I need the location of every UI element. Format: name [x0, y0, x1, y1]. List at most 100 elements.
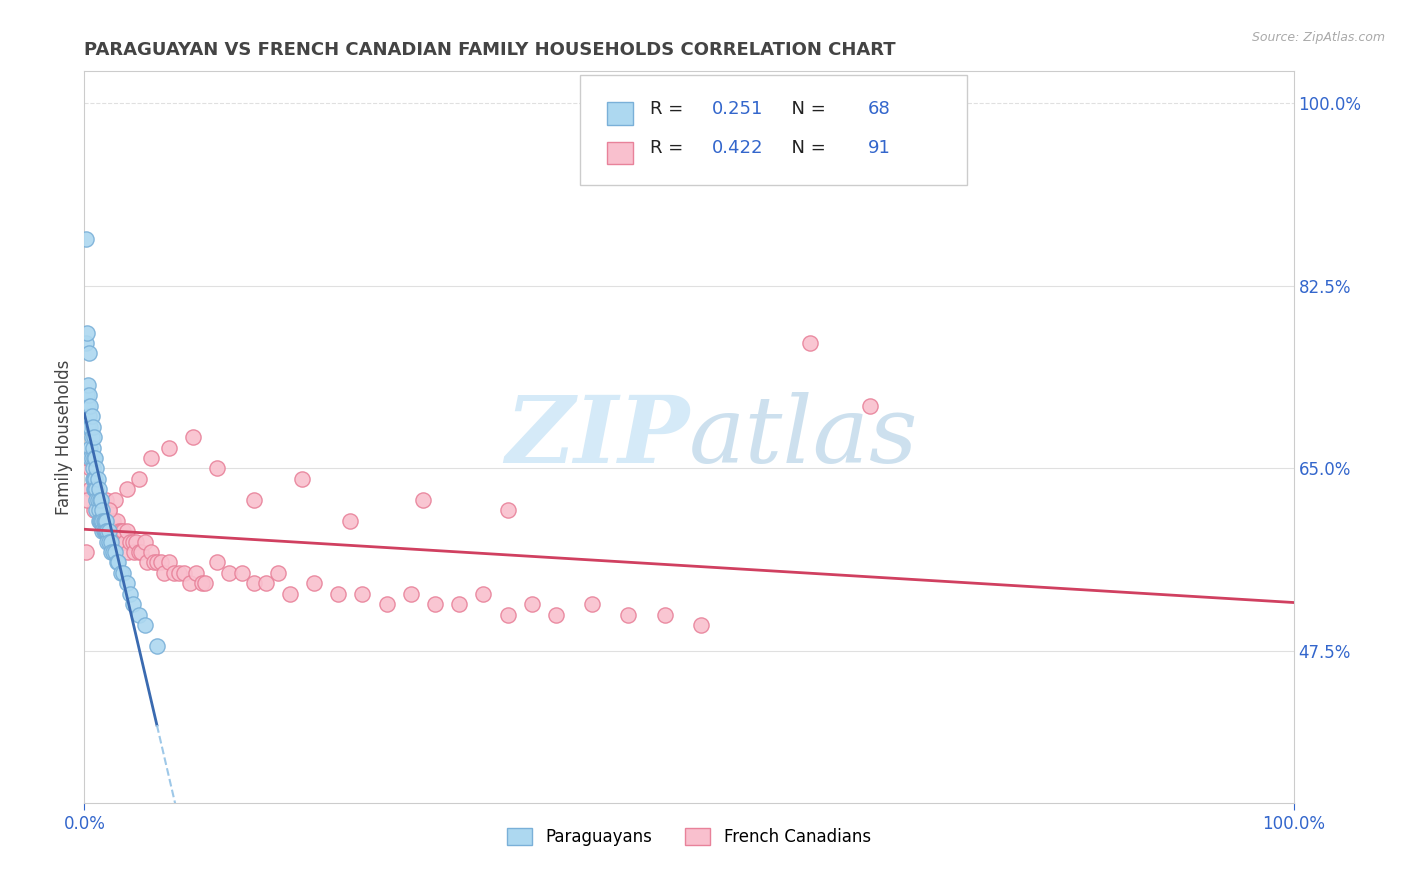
- Point: [184, 566, 207, 580]
- Point: [122, 545, 145, 559]
- Point: [496, 607, 519, 622]
- Point: [107, 556, 129, 570]
- Point: [84, 483, 107, 497]
- Point: [83, 450, 105, 465]
- Point: [496, 503, 519, 517]
- Point: [163, 566, 186, 580]
- Point: [89, 492, 111, 507]
- Point: [120, 587, 142, 601]
- Point: [87, 492, 110, 507]
- Point: [134, 534, 156, 549]
- Point: [82, 461, 104, 475]
- Point: [75, 545, 97, 559]
- Point: [76, 388, 98, 402]
- Point: [149, 556, 172, 570]
- Point: [91, 514, 114, 528]
- Point: [278, 587, 301, 601]
- Point: [254, 576, 277, 591]
- Point: [87, 503, 110, 517]
- Point: [112, 524, 135, 538]
- Point: [79, 461, 101, 475]
- Point: [96, 524, 118, 538]
- Point: [472, 587, 495, 601]
- Point: [352, 587, 374, 601]
- Point: [104, 524, 127, 538]
- Point: [96, 534, 118, 549]
- Point: [97, 524, 120, 538]
- Point: [399, 587, 422, 601]
- Point: [231, 566, 253, 580]
- Text: 0.251: 0.251: [711, 100, 763, 118]
- Point: [129, 545, 152, 559]
- Legend: Paraguayans, French Canadians: Paraguayans, French Canadians: [501, 822, 877, 853]
- Point: [104, 545, 127, 559]
- Point: [94, 524, 117, 538]
- Point: [110, 566, 132, 580]
- Point: [654, 607, 676, 622]
- Point: [89, 514, 111, 528]
- Point: [520, 597, 543, 611]
- Point: [83, 472, 105, 486]
- Point: [134, 618, 156, 632]
- Point: [77, 409, 100, 424]
- Point: [100, 534, 122, 549]
- Point: [128, 472, 150, 486]
- Text: 68: 68: [868, 100, 890, 118]
- Point: [83, 483, 105, 497]
- Text: N =: N =: [780, 100, 831, 118]
- Point: [581, 597, 603, 611]
- Point: [167, 566, 190, 580]
- Point: [173, 566, 195, 580]
- Point: [91, 503, 114, 517]
- Point: [690, 618, 713, 632]
- Point: [110, 524, 132, 538]
- Point: [100, 514, 122, 528]
- Point: [80, 450, 103, 465]
- Text: atlas: atlas: [689, 392, 918, 482]
- Point: [112, 566, 135, 580]
- Point: [859, 399, 882, 413]
- Point: [544, 607, 567, 622]
- Point: [111, 534, 134, 549]
- Point: [83, 430, 105, 444]
- Point: [128, 607, 150, 622]
- Point: [153, 566, 176, 580]
- Point: [107, 534, 129, 549]
- Point: [100, 545, 122, 559]
- Point: [181, 430, 204, 444]
- Text: PARAGUAYAN VS FRENCH CANADIAN FAMILY HOUSEHOLDS CORRELATION CHART: PARAGUAYAN VS FRENCH CANADIAN FAMILY HOU…: [84, 41, 896, 59]
- Point: [98, 514, 121, 528]
- Point: [89, 514, 111, 528]
- Point: [77, 450, 100, 465]
- Point: [75, 336, 97, 351]
- Point: [91, 524, 114, 538]
- Point: [449, 597, 471, 611]
- Point: [207, 461, 229, 475]
- Point: [79, 419, 101, 434]
- Point: [83, 503, 105, 517]
- Point: [94, 514, 117, 528]
- Point: [143, 556, 166, 570]
- Bar: [607, 142, 633, 164]
- Point: [104, 492, 127, 507]
- Point: [79, 450, 101, 465]
- Point: [190, 576, 212, 591]
- Point: [103, 514, 125, 528]
- Point: [91, 514, 114, 528]
- Point: [90, 514, 112, 528]
- Point: [617, 607, 640, 622]
- Point: [146, 556, 169, 570]
- Point: [77, 419, 100, 434]
- Point: [77, 388, 100, 402]
- Point: [136, 556, 159, 570]
- Point: [93, 514, 115, 528]
- Point: [242, 576, 264, 591]
- Point: [84, 450, 107, 465]
- Point: [104, 524, 127, 538]
- Bar: [607, 103, 633, 125]
- Point: [120, 534, 142, 549]
- Point: [86, 492, 108, 507]
- Point: [267, 566, 290, 580]
- Point: [77, 377, 100, 392]
- Point: [146, 639, 169, 653]
